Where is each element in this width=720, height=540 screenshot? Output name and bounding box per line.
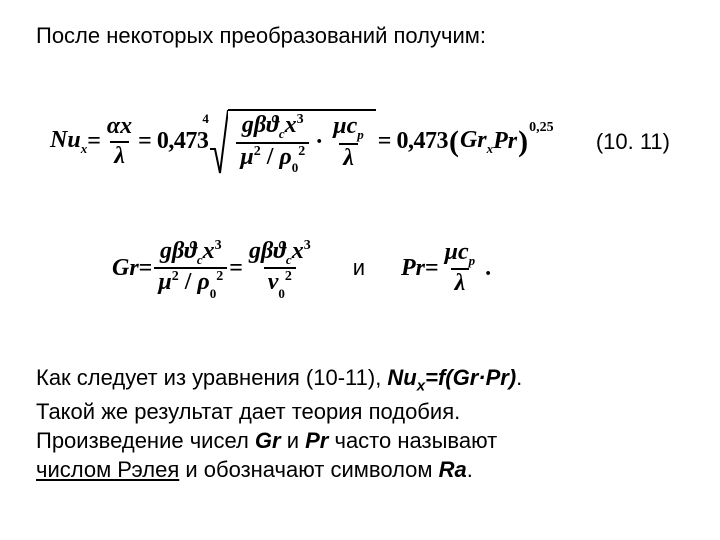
pr-definition: Pr = μcp λ . [401, 240, 491, 297]
gr-definition: Gr = gβϑcx3 μ2 / ρ02 = gβϑcx3 ν02 [112, 239, 317, 298]
equation-10-11: Nux = αx λ = 0,473 4 gβϑcx3 [50, 109, 554, 175]
coef-2: = 0,473 [378, 128, 448, 155]
pr-paren: Pr) [486, 365, 517, 390]
body-line-1a: Как следует из уравнения (10-11), [36, 365, 387, 390]
ra-inline: Ra [439, 457, 467, 482]
pr: Pr [493, 128, 517, 155]
body-line-4b: и обозначают символом [179, 457, 438, 482]
body-line-2: Такой же результат дает теория подобия. [36, 399, 460, 424]
gr-pr-definitions: Gr = gβϑcx3 μ2 / ρ02 = gβϑcx3 ν02 [36, 239, 684, 298]
body-line-3a: Произведение чисел [36, 428, 255, 453]
period-2: . [467, 457, 473, 482]
exponent: 0,25 [529, 120, 554, 136]
frac-gbt-mu2rho: gβϑcx3 μ2 / ρ02 [236, 113, 309, 172]
coef-1: = 0,473 [138, 128, 208, 155]
cdot-inline: · [478, 365, 485, 390]
pr-inline: Pr [305, 428, 328, 453]
intro-text: После некоторых преобразований получим: [36, 22, 684, 51]
grx: Grx [460, 127, 493, 157]
rayleigh-number: числом Рэлея [36, 457, 179, 482]
body-paragraph: Как следует из уравнения (10-11), Nux=f(… [36, 363, 684, 483]
nux-inline: Nux=f(Gr [387, 365, 478, 390]
equals-1: = [87, 128, 101, 155]
gr-inline: Gr [255, 428, 281, 453]
cdot-1: · [315, 129, 323, 156]
frac-alphax-lambda: αx λ [103, 114, 136, 168]
rparen: ) [518, 125, 528, 159]
nux: Nux [50, 127, 87, 157]
lparen: ( [449, 125, 459, 159]
equation-10-11-row: Nux = αx λ = 0,473 4 gβϑcx3 [36, 109, 684, 175]
period-1: . [516, 365, 522, 390]
equation-number: (10. 11) [572, 129, 684, 155]
fourth-root: 4 gβϑcx3 μ2 / ρ02 · [210, 109, 375, 175]
and-text: и [353, 255, 365, 281]
body-line-3b: и [281, 428, 306, 453]
frac-mucp-lambda: μcp λ [329, 114, 368, 171]
slide: После некоторых преобразований получим: … [0, 0, 720, 506]
body-line-3c: часто называют [328, 428, 497, 453]
